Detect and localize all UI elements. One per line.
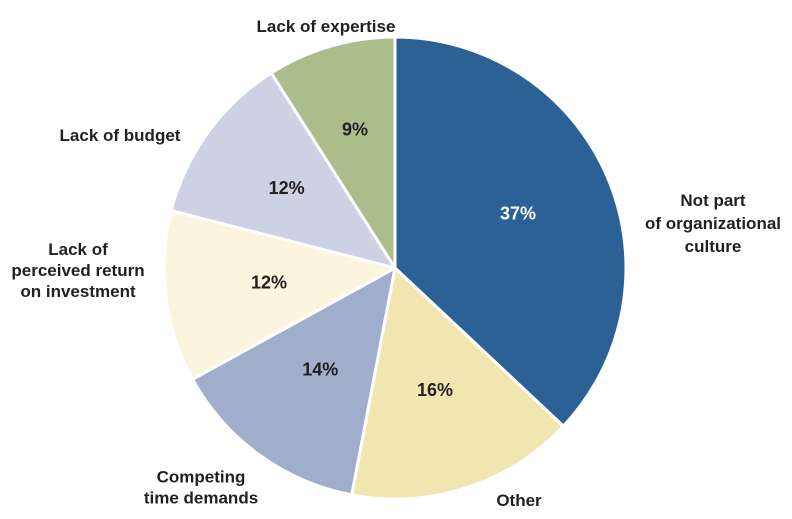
slice-category-label-line: on investment bbox=[20, 282, 136, 301]
slice-category-label-line: Lack of bbox=[48, 240, 108, 259]
pie-slice-not-part-of-organizational-culture bbox=[393, 35, 628, 428]
slice-value-label-lack-of-budget: 12% bbox=[269, 178, 305, 198]
slice-category-label-line: time demands bbox=[144, 489, 258, 508]
slice-category-label-line: Lack of budget bbox=[60, 126, 181, 145]
slice-value-label-lack-of-expertise: 9% bbox=[342, 119, 368, 139]
slice-value-label-not-part-of-organizational-culture: 37% bbox=[500, 204, 536, 224]
slice-category-label-line: Lack of expertise bbox=[257, 17, 396, 36]
pie-slice-lack-of-expertise bbox=[269, 35, 397, 270]
slice-category-label-competing-time-demands: Competing time demands bbox=[144, 468, 258, 508]
slice-category-label-line: Competing bbox=[157, 468, 246, 487]
pie-slice-competing-time-demands bbox=[191, 266, 397, 497]
pie-slice-lack-of-budget bbox=[169, 71, 397, 270]
slice-category-label-other: Other bbox=[496, 491, 542, 510]
slice-category-label-line: of organizational bbox=[645, 214, 781, 233]
category-labels-layer: Not part of organizational culture Other Com… bbox=[11, 17, 781, 510]
slice-category-label-lack-of-expertise: Lack of expertise bbox=[257, 17, 396, 36]
slice-category-label-line: culture bbox=[685, 237, 742, 256]
slice-category-label-lack-of-perceived-return-on-investment: Lack of perceived return on investment bbox=[11, 240, 144, 301]
slice-category-label-line: perceived return bbox=[11, 261, 144, 280]
slice-value-label-competing-time-demands: 14% bbox=[302, 360, 338, 380]
value-labels-layer: 37% 16% 14% 12% 12% 9% bbox=[251, 119, 536, 400]
slice-category-label-not-part-of-organizational-culture: Not part of organizational culture bbox=[645, 191, 781, 256]
slice-category-label-lack-of-budget: Lack of budget bbox=[60, 126, 181, 145]
slice-category-label-line: Other bbox=[496, 491, 542, 510]
pie-slice-other bbox=[350, 266, 565, 501]
pie-slice-lack-of-perceived-return-on-investment bbox=[162, 209, 397, 381]
slice-value-label-other: 16% bbox=[417, 380, 453, 400]
slice-category-label-line: Not part bbox=[680, 191, 746, 210]
slice-value-label-lack-of-perceived-return-on-investment: 12% bbox=[251, 273, 287, 293]
slices-layer bbox=[162, 35, 628, 501]
